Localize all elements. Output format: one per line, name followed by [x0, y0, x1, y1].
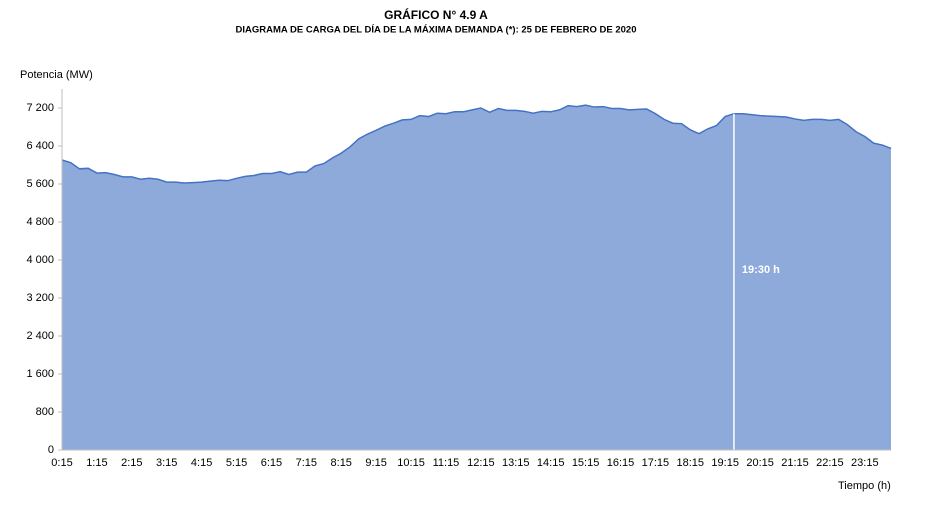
x-tick-label: 10:15	[397, 457, 425, 469]
x-tick-label: 2:15	[121, 457, 142, 469]
area-line	[61, 104, 892, 184]
x-tick-label: 14:15	[537, 457, 565, 469]
x-tick-label: 6:15	[261, 457, 282, 469]
x-tick-label: 3:15	[156, 457, 177, 469]
x-tick-label: 21:15	[781, 457, 809, 469]
x-tick-label: 1:15	[86, 457, 107, 469]
x-tick-label: 23:15	[851, 457, 879, 469]
x-axis-label: Tiempo (h)	[838, 480, 891, 492]
x-tick-label: 19:15	[711, 457, 739, 469]
x-tick-label: 18:15	[677, 457, 705, 469]
x-tick-label: 13:15	[502, 457, 530, 469]
x-tick-label: 11:15	[433, 457, 460, 469]
y-tick-label: 6 400	[26, 140, 54, 152]
x-tick-label: 20:15	[746, 457, 774, 469]
y-tick-label: 800	[36, 406, 54, 418]
x-tick-label: 7:15	[296, 457, 317, 469]
x-tick-label: 5:15	[226, 457, 247, 469]
x-tick-label: 16:15	[607, 457, 635, 469]
area-fill	[62, 105, 891, 451]
y-tick-label: 2 400	[26, 330, 54, 342]
chart-title: GRÁFICO N° 4.9 A	[384, 7, 488, 22]
y-tick-label: 3 200	[26, 292, 54, 304]
chart-subtitle: DIAGRAMA DE CARGA DEL DÍA DE LA MÁXIMA D…	[236, 25, 637, 36]
x-tick-label: 17:15	[642, 457, 670, 469]
x-tick-label: 9:15	[365, 457, 386, 469]
x-tick-label: 4:15	[191, 457, 212, 469]
y-tick-label: 5 600	[26, 178, 54, 190]
y-tick-label: 1 600	[26, 368, 54, 380]
x-tick-label: 0:15	[51, 457, 72, 469]
y-tick-label: 0	[48, 444, 54, 456]
annotation: 19:30 h	[742, 264, 780, 276]
y-tick-label: 4 000	[26, 254, 54, 266]
x-tick-label: 15:15	[572, 457, 600, 469]
y-tick-label: 4 800	[26, 216, 54, 228]
y-axis-label: Potencia (MW)	[20, 69, 93, 81]
x-tick-label: 22:15	[816, 457, 844, 469]
x-tick-label: 8:15	[331, 457, 352, 469]
y-tick-label: 7 200	[26, 102, 54, 114]
x-tick-label: 12:15	[467, 457, 495, 469]
